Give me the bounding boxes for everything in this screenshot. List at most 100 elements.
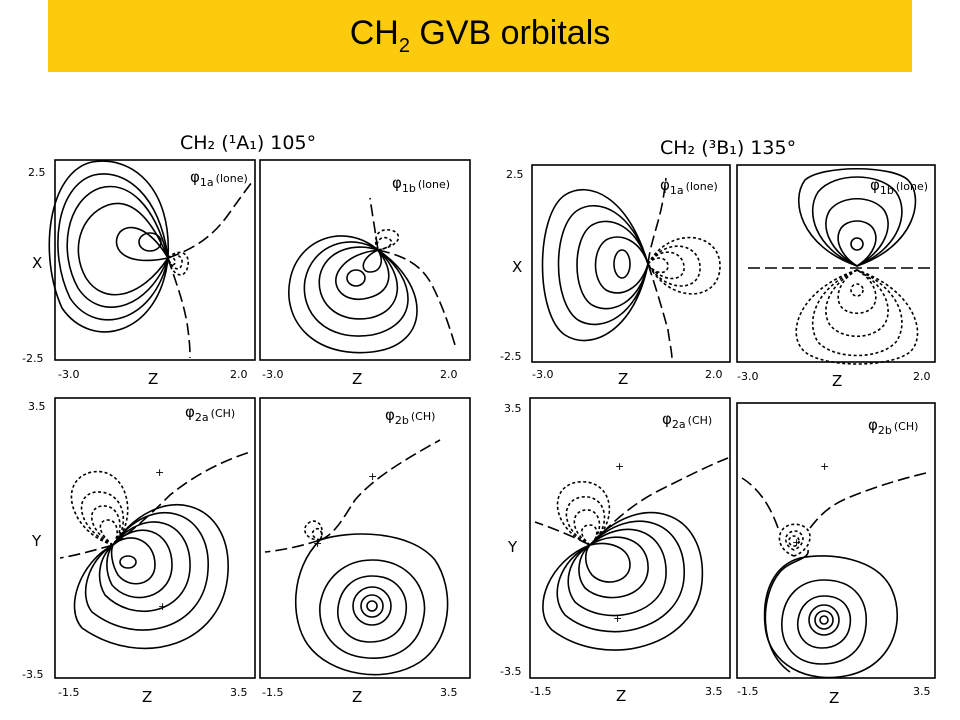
contour-line — [764, 549, 809, 673]
nodal-line — [59, 544, 114, 559]
contour-line — [647, 245, 701, 287]
panel-label: φ2a (CH) — [662, 410, 712, 431]
contour-line — [352, 586, 392, 626]
contour-line — [797, 168, 917, 267]
contour-line — [294, 533, 449, 676]
axis-label: 3.5 — [705, 685, 723, 698]
contour-line — [362, 248, 382, 273]
nodal-line — [369, 197, 379, 251]
axis-label: -2.5 — [22, 352, 43, 365]
axis-label: -3.5 — [22, 668, 43, 681]
axis-label: -1.5 — [262, 686, 283, 699]
axis-label: Z — [352, 370, 362, 388]
contour-line — [77, 202, 169, 296]
title-main-text: CH — [349, 14, 399, 53]
axis-label: X — [512, 258, 522, 276]
panel-frame — [54, 397, 256, 679]
contour-line — [98, 521, 191, 612]
axis-label: -3.0 — [58, 368, 79, 381]
contour-line — [542, 511, 704, 651]
axis-label: 3.5 — [230, 686, 248, 699]
axis-label: + — [155, 466, 164, 479]
panel-frame — [259, 397, 471, 679]
axis-label: 3.5 — [913, 685, 931, 698]
contour-line — [167, 251, 189, 276]
contour-line — [578, 536, 649, 599]
contour-line — [837, 269, 877, 315]
axis-label: Y — [507, 538, 518, 556]
contour-line — [825, 269, 889, 337]
axis-label: 3.5 — [440, 686, 458, 699]
panel-label: φ1b (lone) — [870, 176, 928, 197]
contour-line — [360, 594, 384, 618]
axis-label: 2.0 — [230, 368, 248, 381]
contour-line — [556, 481, 611, 546]
nodal-line — [647, 177, 667, 265]
contour-line — [138, 232, 162, 252]
contour-line — [346, 269, 366, 287]
axis-label: -3.5 — [500, 665, 521, 678]
negative-contours — [167, 251, 189, 276]
axis-label: + — [313, 537, 322, 550]
axis-label: 3.5 — [504, 402, 522, 415]
axis-label: -3.0 — [737, 370, 758, 383]
contour-line — [567, 528, 667, 617]
positive-contours — [288, 235, 418, 354]
panel-right-1b: φ1b (lone) -3.0 Z 2.0 — [736, 164, 936, 390]
contour-line — [73, 504, 229, 650]
contour-line — [613, 249, 631, 279]
panel-left-2b: φ2b (CH) + + -1.5 Z 3.5 — [259, 397, 471, 706]
contour-line — [48, 160, 169, 333]
title-rest-text: GVB orbitals — [409, 14, 611, 53]
panel-label: φ2b (CH) — [868, 416, 918, 437]
positive-contours — [541, 188, 649, 342]
panel-label: φ1a (lone) — [660, 176, 718, 197]
left-header: CH₂ (¹A₁) 105° — [180, 132, 316, 154]
axis-label: -2.5 — [500, 350, 521, 363]
contour-line — [99, 519, 118, 547]
axis-label: 2.0 — [705, 368, 723, 381]
axis-label: + — [613, 612, 622, 625]
nodal-line — [112, 451, 251, 546]
positive-contours — [542, 511, 704, 651]
contour-line — [781, 579, 867, 665]
contour-line — [576, 220, 649, 310]
contour-line — [814, 610, 834, 630]
contour-line — [797, 595, 852, 649]
positive-contours — [294, 533, 449, 676]
axis-label: + — [368, 470, 377, 483]
contour-line — [811, 269, 903, 357]
contour-line — [311, 527, 323, 541]
contour-line — [376, 236, 393, 251]
contour-line — [303, 241, 409, 337]
panel-frame — [529, 397, 731, 679]
contour-line — [811, 176, 903, 267]
panel-left-1a: φ1a (lone) 2.5 -2.5 X -3.0 Z 2.0 — [22, 159, 256, 388]
axis-label: Z — [829, 689, 839, 707]
nodal-line — [167, 257, 191, 359]
contour-line — [808, 604, 840, 636]
axis-label: + — [158, 600, 167, 613]
nodal-line — [319, 439, 441, 541]
panel-label: φ1b (lone) — [392, 174, 450, 195]
axis-label: Z — [352, 688, 362, 706]
panel-label: φ2b (CH) — [385, 406, 435, 427]
panel-frame — [736, 164, 936, 363]
contour-line — [557, 205, 649, 326]
panel-label: φ2a (CH) — [185, 403, 235, 424]
contour-line — [80, 491, 125, 546]
panel-left-1b: φ1b (lone) -3.0 Z 2.0 — [259, 159, 471, 388]
negative-contours — [374, 228, 400, 251]
contour-line — [647, 257, 669, 274]
nodal-line — [741, 477, 779, 529]
contour-line — [335, 249, 390, 301]
contour-line — [106, 529, 173, 599]
contour-line — [788, 535, 800, 547]
contour-line — [66, 185, 169, 308]
contour-line — [573, 509, 601, 547]
panel-frame — [54, 159, 256, 361]
contour-line — [784, 530, 804, 551]
axis-label: Z — [618, 370, 628, 388]
axis-label: + — [615, 460, 624, 473]
